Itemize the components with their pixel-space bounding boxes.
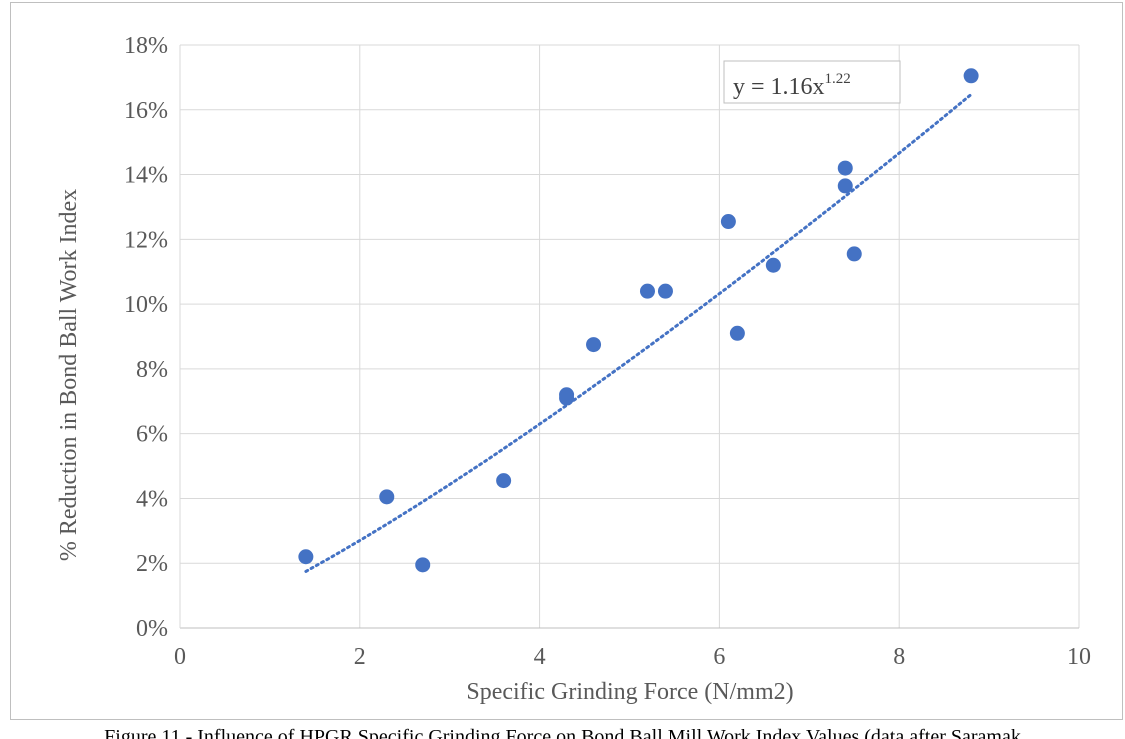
data-point [837,178,853,194]
figure-caption: Figure 11 - Influence of HPGR Specific G… [104,726,1021,739]
x-tick-label: 4 [534,644,546,670]
trendline [304,93,973,573]
data-point [639,283,655,299]
y-tick-label: 10% [124,292,168,318]
data-point [298,549,314,565]
data-point [846,246,862,262]
y-tick-label: 18% [124,33,168,59]
y-axis-title: % Reduction in Bond Ball Work Index [56,189,82,561]
x-tick-label: 0 [174,644,186,670]
data-point [963,68,979,84]
svg-text:y = 1.16x1.22: y = 1.16x1.22 [733,71,851,100]
data-point [720,214,736,230]
y-tick-label: 8% [136,357,168,383]
equation-base: y = 1.16x [733,74,825,100]
y-tick-label: 6% [136,422,168,448]
trendline-equation: y = 1.16x1.22 [723,60,901,104]
data-point [586,337,602,353]
data-point [765,257,781,273]
grid [180,44,1080,628]
data-point [837,160,853,176]
data-points [298,68,979,573]
x-tick-label: 6 [713,644,725,670]
x-tick-label: 8 [893,644,905,670]
y-tick-label: 14% [124,163,168,189]
equation-exponent: 1.22 [825,71,851,87]
data-point [729,325,745,341]
x-tick-label: 10 [1067,644,1091,670]
data-point [496,473,512,489]
x-axis-title: Specific Grinding Force (N/mm2) [466,679,793,705]
data-point [559,390,575,406]
y-tick-label: 16% [124,98,168,124]
data-point [657,283,673,299]
data-point [415,557,431,573]
y-tick-label: 12% [124,227,168,253]
y-tick-label: 2% [136,551,168,577]
y-tick-label: 0% [136,616,168,642]
x-tick-label: 2 [354,644,366,670]
axes: 0% 2% 4% 6% 8% 10% 12% 14% 16% 18% 0 2 4 6 8 10 [124,33,1091,670]
y-tick-label: 4% [136,486,168,512]
data-point [379,489,395,505]
